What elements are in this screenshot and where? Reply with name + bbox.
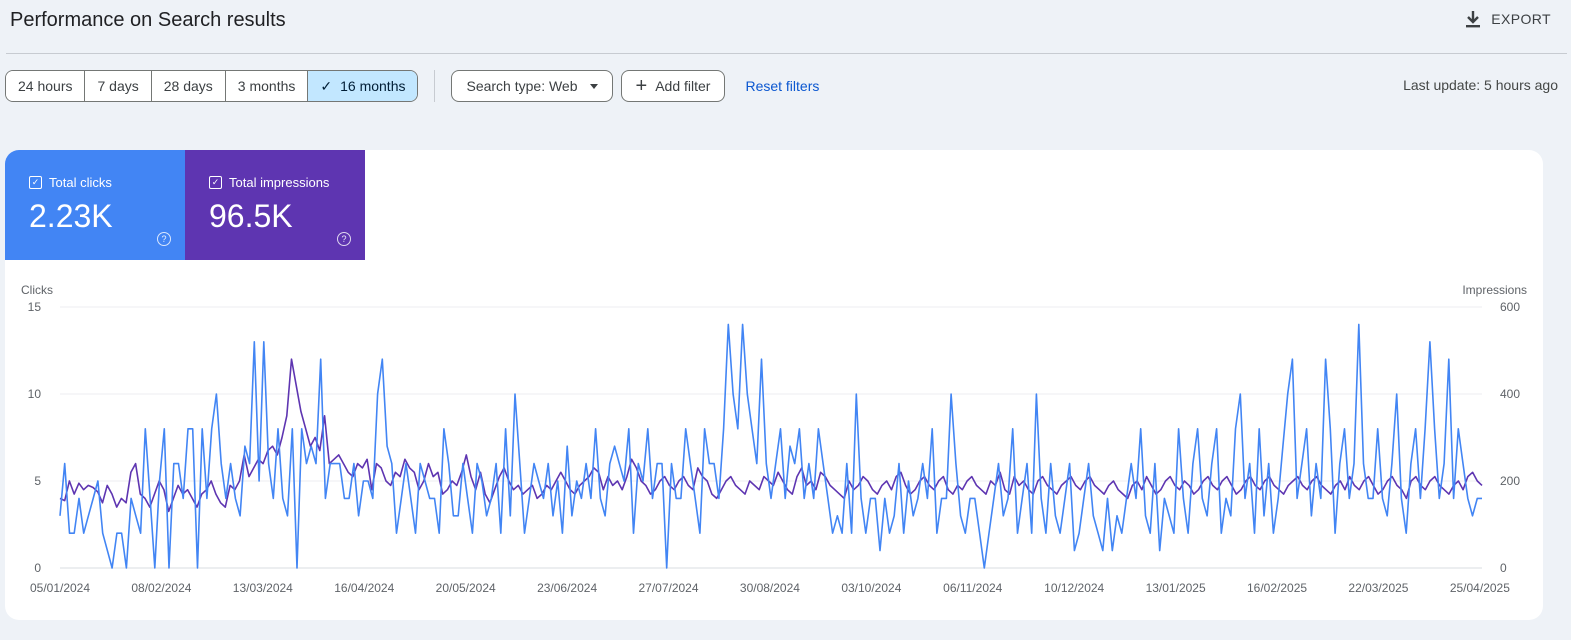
metric-label: Total impressions <box>229 175 330 190</box>
y2-tick-label: 400 <box>1500 387 1520 401</box>
y-tick-label: 10 <box>28 387 42 401</box>
x-tick-label: 22/03/2025 <box>1348 581 1408 595</box>
performance-chart: Clicks Impressions 0 5 10 15 0 200 400 600 05/… <box>21 283 1527 595</box>
metric-total-clicks[interactable]: ✓ Total clicks 2.23K ? <box>5 150 185 260</box>
x-tick-label: 10/12/2024 <box>1044 581 1104 595</box>
plus-icon: + <box>635 75 648 97</box>
date-range-selector: 24 hours 7 days 28 days 3 months ✓ 16 mon… <box>5 70 419 102</box>
metric-value: 96.5K <box>209 198 293 234</box>
x-tick-label: 13/01/2025 <box>1146 581 1206 595</box>
search-type-dropdown[interactable]: Search type: Web <box>451 70 613 102</box>
header-divider <box>6 53 1567 54</box>
x-tick-label: 06/11/2024 <box>943 581 1002 595</box>
x-tick-label: 13/03/2024 <box>233 581 293 595</box>
help-icon[interactable]: ? <box>337 232 351 246</box>
x-tick-label: 27/07/2024 <box>638 581 698 595</box>
x-tick-label: 20/05/2024 <box>436 581 496 595</box>
x-axis-ticks: 05/01/2024 08/02/2024 13/03/2024 16/04/2024… <box>30 581 1510 595</box>
x-tick-label: 23/06/2024 <box>537 581 597 595</box>
range-24-hours[interactable]: 24 hours <box>6 71 86 101</box>
x-tick-label: 25/04/2025 <box>1450 581 1510 595</box>
filter-toolbar: 24 hours 7 days 28 days 3 months ✓ 16 mon… <box>5 70 819 102</box>
checkbox-icon[interactable]: ✓ <box>209 176 222 189</box>
y2-tick-label: 600 <box>1500 300 1520 314</box>
y2-tick-label: 200 <box>1500 474 1520 488</box>
y-tick-label: 15 <box>28 300 42 314</box>
y-axis-ticks: 0 5 10 15 <box>28 300 42 575</box>
x-tick-label: 30/08/2024 <box>740 581 800 595</box>
x-tick-label: 05/01/2024 <box>30 581 90 595</box>
y-tick-label: 0 <box>34 561 41 575</box>
range-28-days[interactable]: 28 days <box>151 71 226 101</box>
performance-card: ✓ Total clicks 2.23K ? ✓ Total impressions… <box>5 150 1543 620</box>
download-icon <box>1466 11 1481 28</box>
checkmark-icon: ✓ <box>320 77 333 94</box>
export-label: EXPORT <box>1491 11 1551 27</box>
range-3-months[interactable]: 3 months <box>225 71 309 101</box>
x-tick-label: 16/04/2024 <box>334 581 394 595</box>
toolbar-separator <box>434 70 436 102</box>
metric-label: Total clicks <box>49 175 112 190</box>
help-icon[interactable]: ? <box>157 232 171 246</box>
page-header: Performance on Search results EXPORT <box>0 0 1571 53</box>
x-tick-label: 16/02/2025 <box>1247 581 1307 595</box>
checkbox-icon[interactable]: ✓ <box>29 176 42 189</box>
page-title: Performance on Search results <box>10 9 286 31</box>
dropdown-arrow-icon <box>589 83 598 89</box>
clicks-line <box>59 323 1482 569</box>
x-tick-label: 03/10/2024 <box>841 581 901 595</box>
y2-axis-ticks: 0 200 400 600 <box>1500 300 1520 575</box>
metric-total-impressions[interactable]: ✓ Total impressions 96.5K ? <box>185 150 365 260</box>
reset-filters-link[interactable]: Reset filters <box>745 78 820 94</box>
range-7-days[interactable]: 7 days <box>85 71 152 101</box>
metric-value: 2.23K <box>29 198 113 234</box>
x-tick-label: 08/02/2024 <box>131 581 191 595</box>
add-filter-button[interactable]: + Add filter <box>620 70 726 102</box>
export-button[interactable]: EXPORT <box>1465 10 1551 28</box>
y-tick-label: 5 <box>34 474 41 488</box>
range-16-months[interactable]: ✓ 16 months <box>308 71 418 101</box>
y-axis-label-impressions: Impressions <box>1462 283 1527 297</box>
y2-tick-label: 0 <box>1500 561 1507 575</box>
chart-grid <box>60 306 1482 569</box>
last-update-text: Last update: 5 hours ago <box>1403 77 1558 93</box>
y-axis-label-clicks: Clicks <box>21 283 53 297</box>
